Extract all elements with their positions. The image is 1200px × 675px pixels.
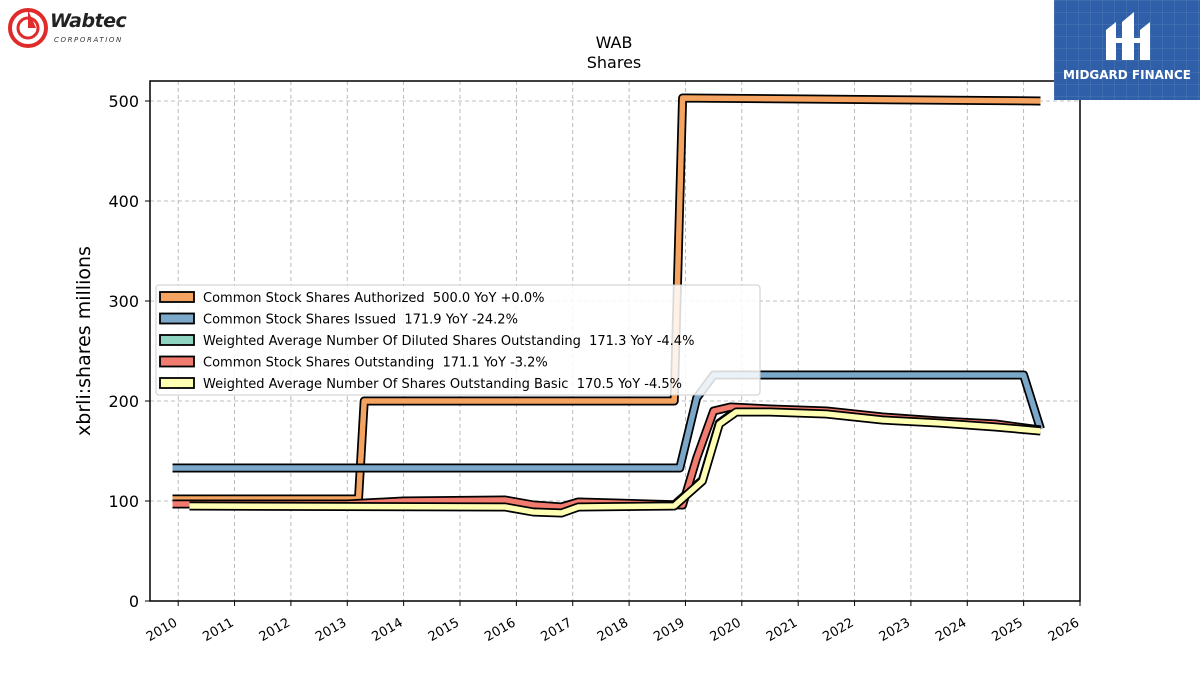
- series-line-0: [172, 95, 1041, 502]
- legend-label-2: Weighted Average Number Of Diluted Share…: [203, 334, 694, 349]
- y-axis-label: xbrli:shares millions: [73, 246, 95, 436]
- wabtec-logo: Wabtec CORPORATION: [6, 6, 146, 52]
- x-tick-label: 2024: [933, 615, 969, 645]
- x-tick-label: 2012: [257, 615, 293, 645]
- legend-swatch-0: [159, 291, 195, 303]
- x-tick-label: 2018: [595, 615, 631, 645]
- x-tick-label: 2019: [651, 615, 687, 645]
- legend-box: [155, 284, 761, 396]
- x-tick-label: 2020: [708, 615, 744, 645]
- series-layer: [172, 93, 1045, 518]
- chart-subtitle: Shares: [587, 53, 642, 72]
- midgard-emblem-icon: [1106, 12, 1150, 60]
- legend-swatch-3: [159, 355, 195, 368]
- x-tick-label: 2013: [313, 615, 349, 645]
- y-tick-label: 100: [108, 492, 139, 511]
- legend-label-1: Common Stock Shares Issued 171.9 YoY -24…: [203, 313, 518, 328]
- series-line-4: [189, 409, 1041, 516]
- legend-label-3: Common Stock Shares Outstanding 171.1 Yo…: [203, 356, 548, 371]
- midgard-brand: MIDGARD FINANCE: [1063, 68, 1191, 82]
- x-tick-label: 2021: [764, 615, 800, 645]
- x-tick-label: 2022: [820, 615, 856, 645]
- legend-swatch-4: [159, 377, 195, 389]
- legend-label-4: Weighted Average Number Of Shares Outsta…: [203, 377, 682, 392]
- legend-swatch-1: [159, 312, 195, 325]
- midgard-finance-logo: MIDGARD FINANCE: [1054, 0, 1200, 100]
- y-tick-label: 0: [129, 592, 139, 611]
- legend: Common Stock Shares Authorized 500.0 YoY…: [155, 284, 761, 396]
- y-tick-label: 500: [108, 92, 139, 111]
- wabtec-brand: Wabtec: [50, 10, 127, 32]
- x-tick-label: 2026: [1046, 615, 1082, 645]
- x-tick-label: 2023: [877, 615, 913, 645]
- x-tick-label: 2014: [369, 615, 405, 645]
- wabtec-subtitle: CORPORATION: [54, 36, 123, 44]
- y-tick-label: 300: [108, 292, 139, 311]
- x-tick-label: 2016: [482, 615, 518, 645]
- legend-label-0: Common Stock Shares Authorized 500.0 YoY…: [203, 291, 544, 306]
- legend-swatch-2: [159, 334, 195, 346]
- x-tick-label: 2011: [200, 615, 236, 645]
- y-tick-label: 400: [108, 192, 139, 211]
- x-tick-label: 2010: [144, 615, 180, 645]
- x-tick-label: 2015: [426, 615, 462, 645]
- chart-title: WAB: [596, 33, 633, 52]
- x-tick-label: 2025: [989, 615, 1025, 645]
- y-tick-label: 200: [108, 392, 139, 411]
- wabtec-emblem-icon: [8, 8, 48, 48]
- plot-frame: [149, 80, 1081, 602]
- x-tick-label: 2017: [539, 615, 575, 645]
